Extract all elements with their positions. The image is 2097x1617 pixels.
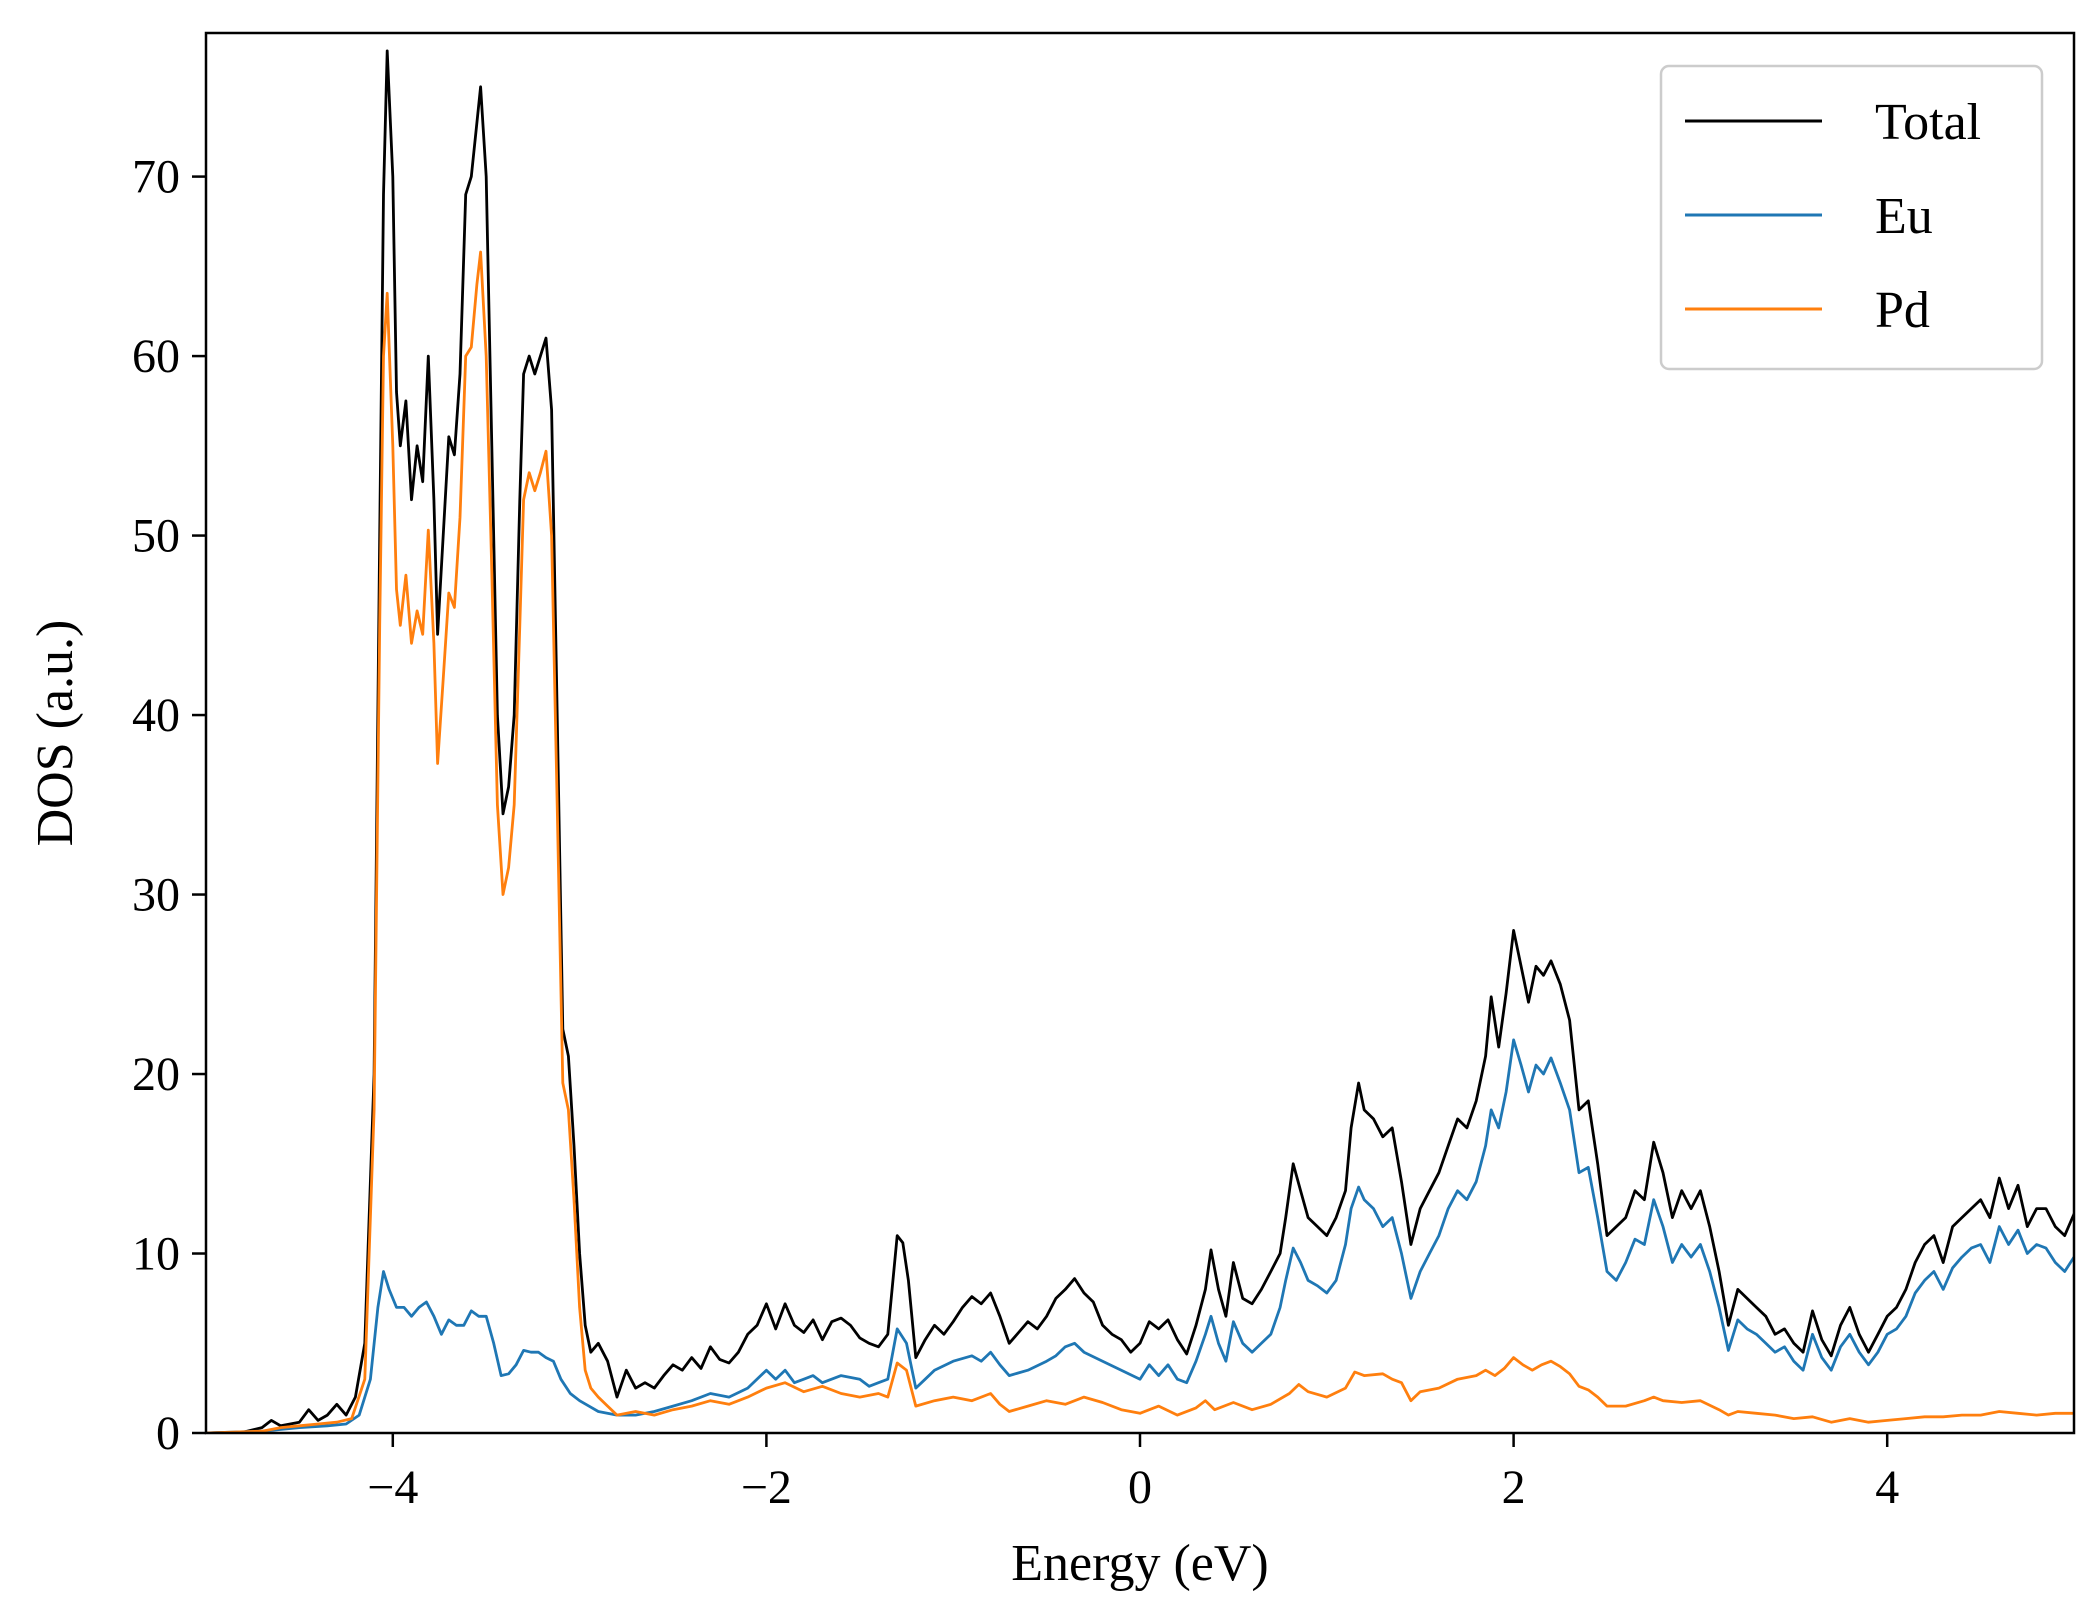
- y-tick-label: 10: [132, 1228, 180, 1281]
- legend-label-total: Total: [1875, 94, 1981, 151]
- y-tick-label: 40: [132, 689, 180, 742]
- x-tick-label: 0: [1128, 1461, 1152, 1514]
- y-tick-label: 60: [132, 330, 180, 383]
- series-layer: [206, 49, 2074, 1433]
- legend-label-eu: Eu: [1875, 188, 1933, 245]
- series-line-eu: [206, 1038, 2074, 1433]
- x-tick-label: −2: [741, 1461, 792, 1514]
- y-tick-label: 70: [132, 151, 180, 204]
- x-axis-label: Energy (eV): [1011, 1535, 1269, 1592]
- y-axis-label: DOS (a.u.): [27, 620, 84, 847]
- legend: Total Eu Pd: [1659, 64, 2044, 371]
- x-tick-label: −4: [367, 1461, 418, 1514]
- legend-entries: Total Eu Pd: [1685, 94, 1981, 339]
- y-tick-label: 20: [132, 1048, 180, 1101]
- y-tick-label: 50: [132, 510, 180, 563]
- y-tick-label: 30: [132, 869, 180, 922]
- x-tick-label: 2: [1502, 1461, 1526, 1514]
- y-tick-label: 0: [156, 1407, 180, 1460]
- legend-label-pd: Pd: [1875, 282, 1930, 339]
- x-tick-label: 4: [1875, 1461, 1899, 1514]
- series-line-pd: [206, 250, 2074, 1433]
- legend-box: [1659, 64, 2044, 371]
- series-line-total: [206, 49, 2074, 1433]
